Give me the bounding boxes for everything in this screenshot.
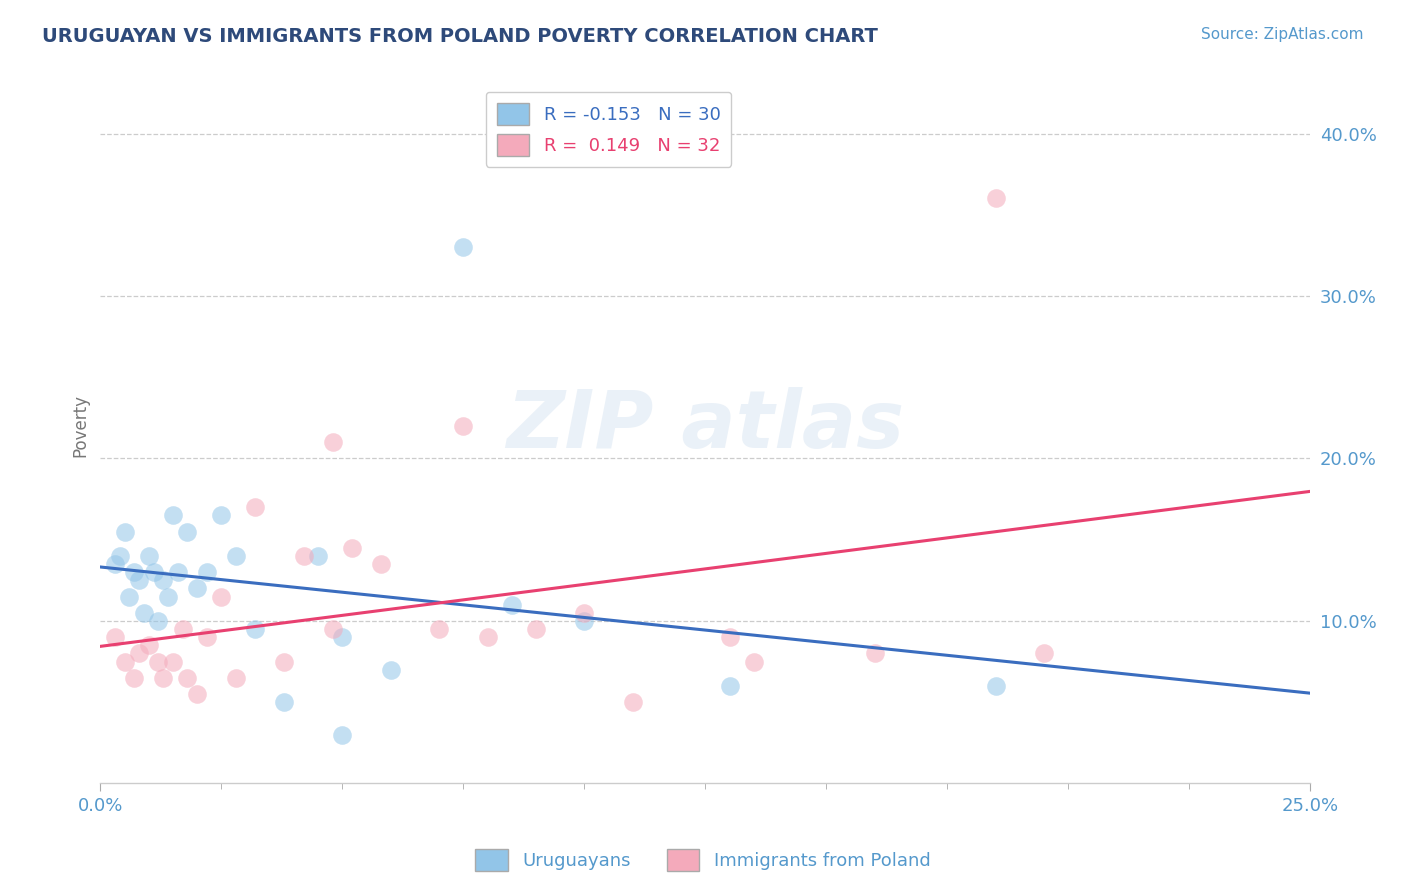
Text: Source: ZipAtlas.com: Source: ZipAtlas.com [1201, 27, 1364, 42]
Point [195, 630, 218, 644]
Point [273, 695, 295, 709]
Point [176, 524, 198, 539]
Point [148, 655, 170, 669]
Point [1033, 647, 1056, 661]
Point [863, 647, 886, 661]
Point [621, 695, 644, 709]
Text: URUGUAYAN VS IMMIGRANTS FROM POLAND POVERTY CORRELATION CHART: URUGUAYAN VS IMMIGRANTS FROM POLAND POVE… [42, 27, 879, 45]
Legend: Uruguayans, Immigrants from Poland: Uruguayans, Immigrants from Poland [468, 842, 938, 879]
Y-axis label: Poverty: Poverty [72, 394, 89, 458]
Point [340, 541, 363, 555]
Point [162, 508, 184, 523]
Point [209, 508, 232, 523]
Point [166, 565, 188, 579]
Point [157, 590, 180, 604]
Point [427, 622, 450, 636]
Text: ZIP atlas: ZIP atlas [506, 387, 904, 465]
Point [114, 655, 136, 669]
Point [225, 671, 247, 685]
Point [132, 606, 155, 620]
Point [122, 565, 145, 579]
Point [172, 622, 194, 636]
Point [148, 614, 170, 628]
Point [501, 598, 523, 612]
Point [330, 630, 353, 644]
Legend: R = -0.153   N = 30, R =  0.149   N = 32: R = -0.153 N = 30, R = 0.149 N = 32 [486, 92, 731, 167]
Point [162, 655, 184, 669]
Point [152, 671, 174, 685]
Point [176, 671, 198, 685]
Point [186, 582, 208, 596]
Point [574, 606, 596, 620]
Point [245, 500, 267, 515]
Point [273, 655, 295, 669]
Point [370, 557, 392, 571]
Point [524, 622, 547, 636]
Point [307, 549, 329, 563]
Point [718, 679, 741, 693]
Point [292, 549, 315, 563]
Point [322, 435, 344, 450]
Point [453, 419, 475, 434]
Point [245, 622, 267, 636]
Point [128, 574, 150, 588]
Point [114, 524, 136, 539]
Point [225, 549, 247, 563]
Point [122, 671, 145, 685]
Point [152, 574, 174, 588]
Point [108, 549, 131, 563]
Point [322, 622, 344, 636]
Point [128, 647, 150, 661]
Point [209, 590, 232, 604]
Point [195, 565, 218, 579]
Point [186, 687, 208, 701]
Point [118, 590, 141, 604]
Point [104, 557, 127, 571]
Point [984, 679, 1007, 693]
Point [718, 630, 741, 644]
Point [104, 630, 127, 644]
Point [574, 614, 596, 628]
Point [742, 655, 765, 669]
Point [453, 240, 475, 254]
Point [984, 192, 1007, 206]
Point [142, 565, 165, 579]
Point [477, 630, 499, 644]
Point [380, 663, 402, 677]
Point [138, 549, 160, 563]
Point [138, 638, 160, 652]
Point [330, 728, 353, 742]
